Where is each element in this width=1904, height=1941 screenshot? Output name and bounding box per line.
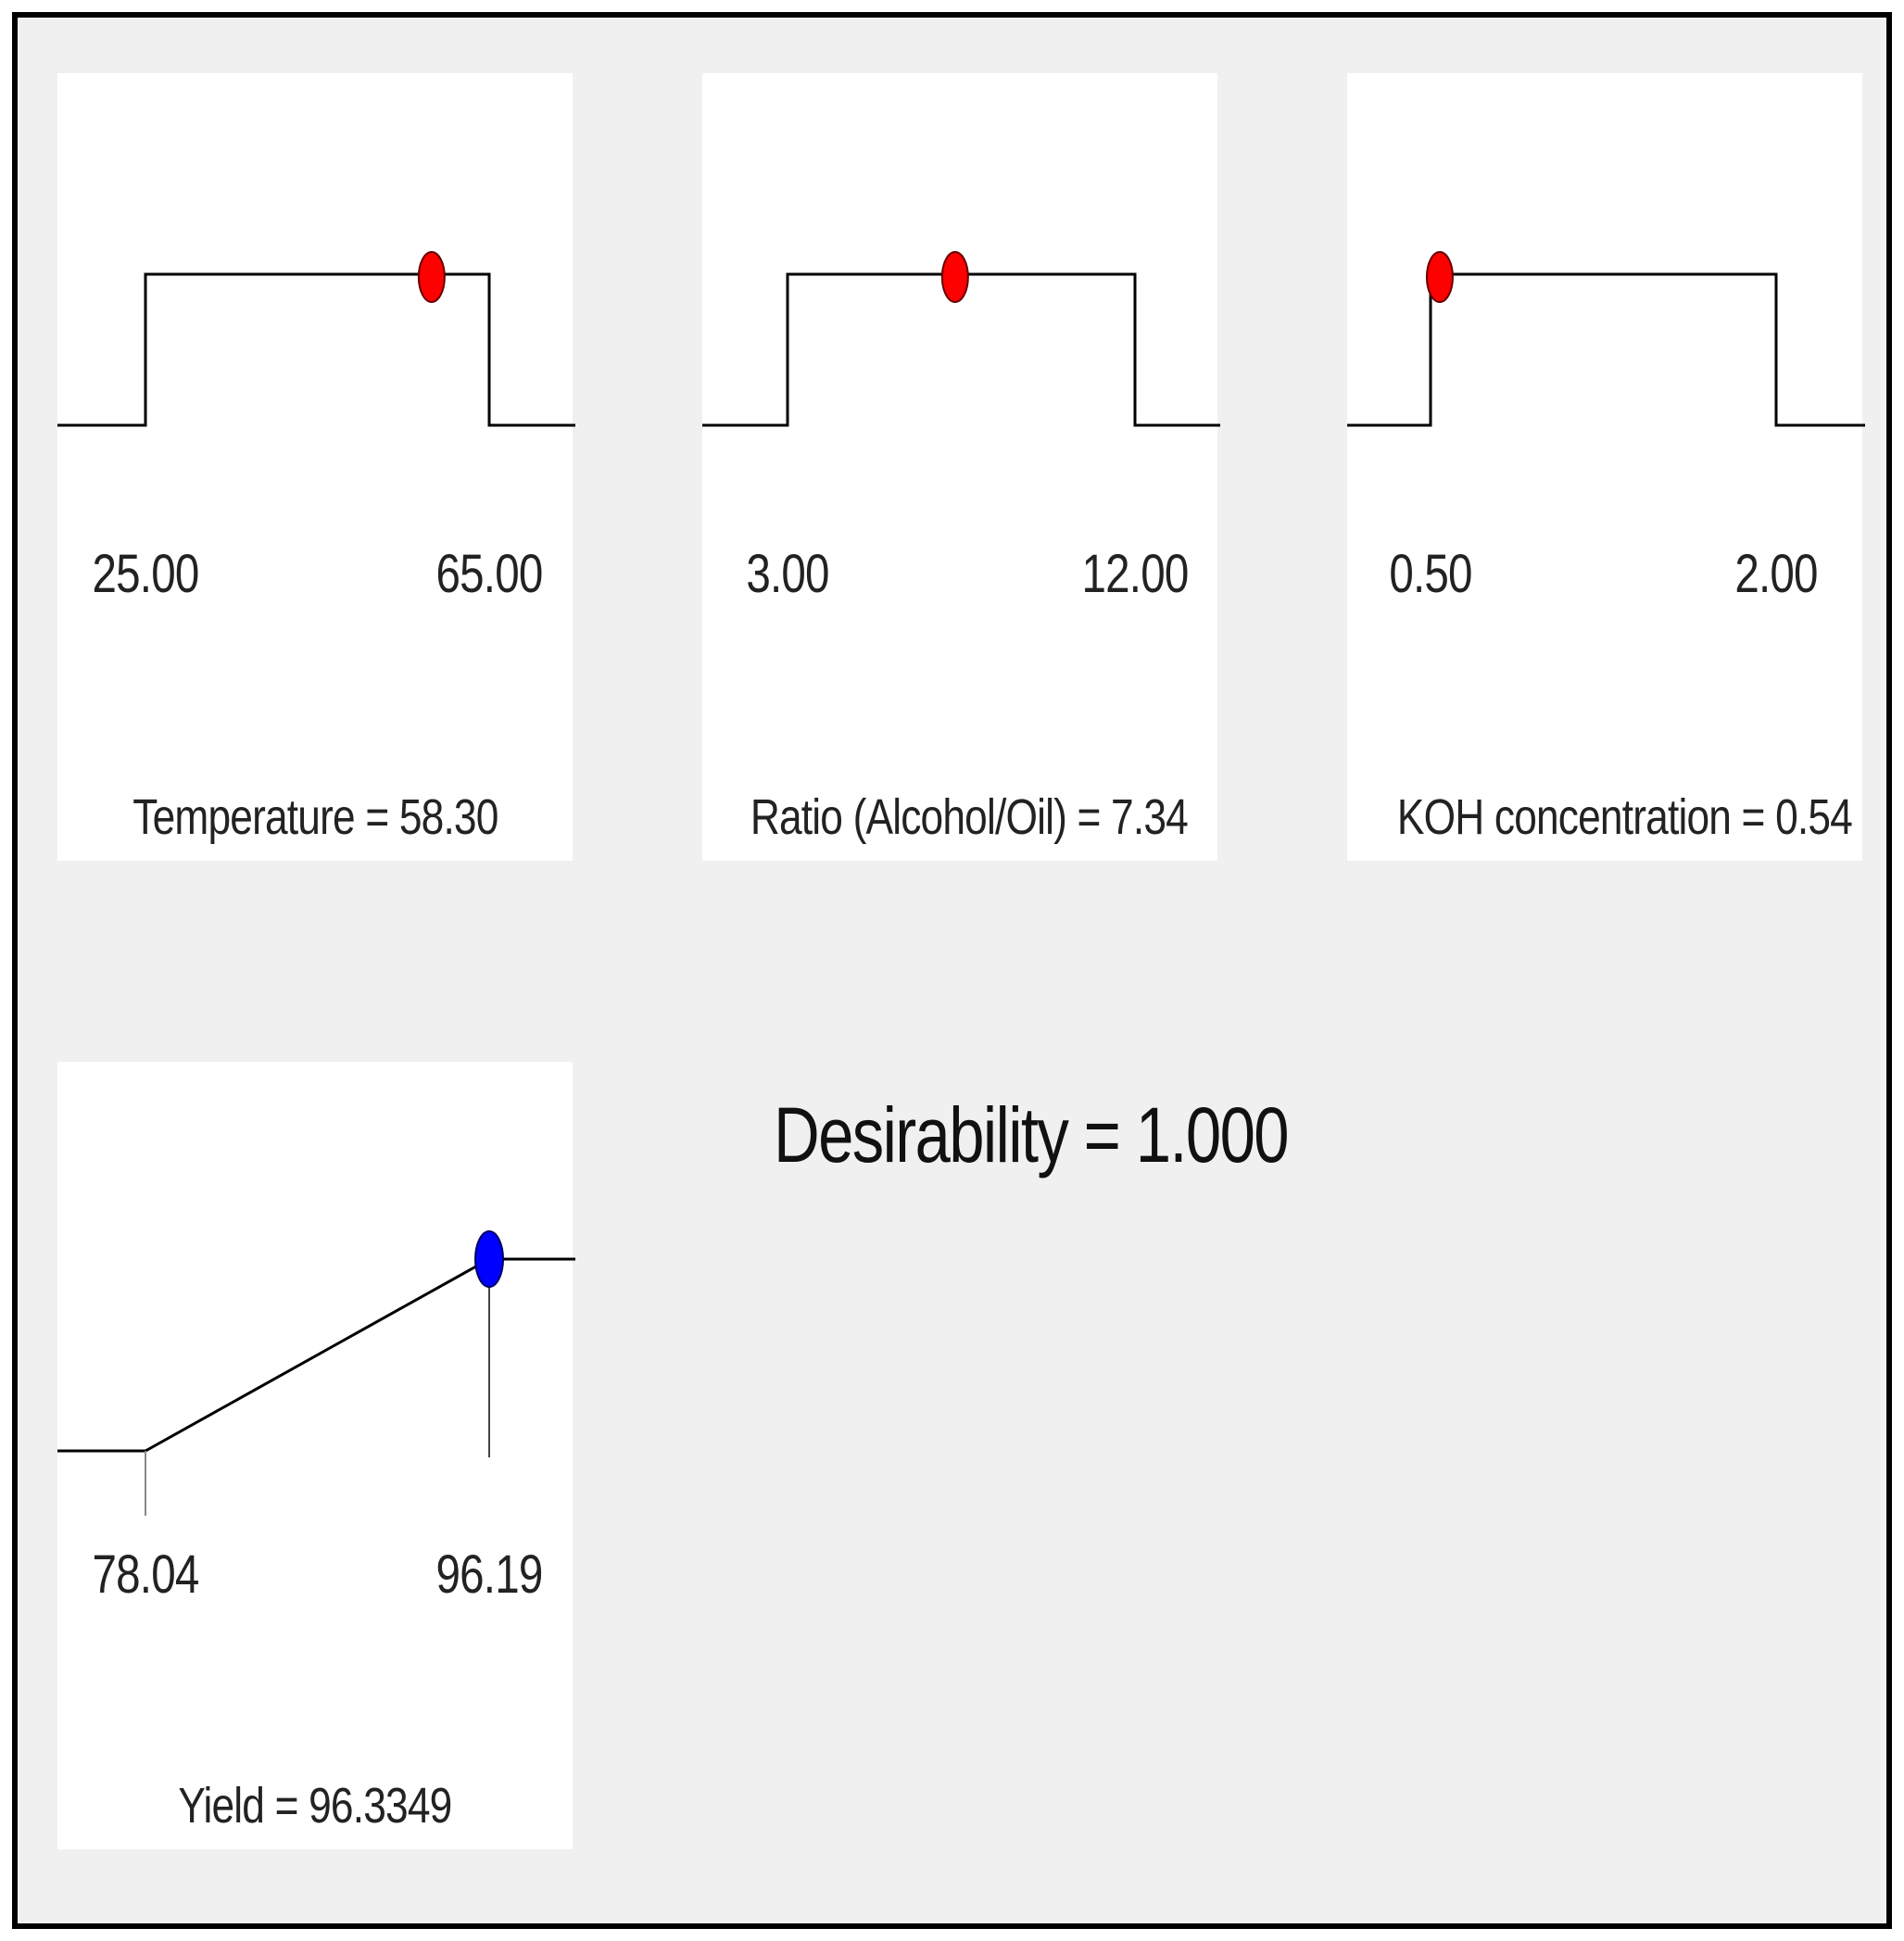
koh-plot [1347,251,1865,427]
temperature-panel: 25.00 65.00 Temperature = 58.30 [57,73,575,861]
koh-title: KOH concentration = 0.54 [1396,789,1853,845]
koh-panel: 0.50 2.00 KOH concentration = 0.54 [1347,73,1865,861]
yield-value-marker [474,1230,504,1288]
koh-desirability-line [1347,272,1865,427]
yield-high-tick: 96.19 [435,1544,544,1605]
koh-high-tick: 2.00 [1734,544,1818,604]
temperature-optimum-marker [417,251,446,303]
koh-optimum-marker [1425,251,1454,303]
yield-title: Yield = 96.3349 [178,1778,452,1834]
yield-low-tick: 78.04 [92,1544,200,1605]
koh-low-tick: 0.50 [1389,544,1472,604]
yield-desirability-line [57,1257,575,1453]
ratio-title: Ratio (Alcohol/Oil) = 7.34 [750,789,1189,845]
temperature-desirability-line [57,272,575,427]
yield-panel: 78.04 96.19 Yield = 96.3349 [57,1062,575,1849]
ratio-plot [702,251,1220,427]
temperature-plot [57,251,575,427]
ratio-panel: 3.00 12.00 Ratio (Alcohol/Oil) = 7.34 [702,73,1220,861]
yield-plot [57,1230,575,1516]
figure-frame: 25.00 65.00 Temperature = 58.30 3.00 12.… [12,12,1892,1929]
temperature-low-tick: 25.00 [92,544,200,604]
desirability-label: Desirability = 1.000 [774,1091,1290,1178]
ratio-optimum-marker [940,251,969,303]
ratio-high-tick: 12.00 [1081,544,1190,604]
temperature-title: Temperature = 58.30 [132,789,498,845]
ratio-low-tick: 3.00 [746,544,829,604]
temperature-high-tick: 65.00 [435,544,544,604]
